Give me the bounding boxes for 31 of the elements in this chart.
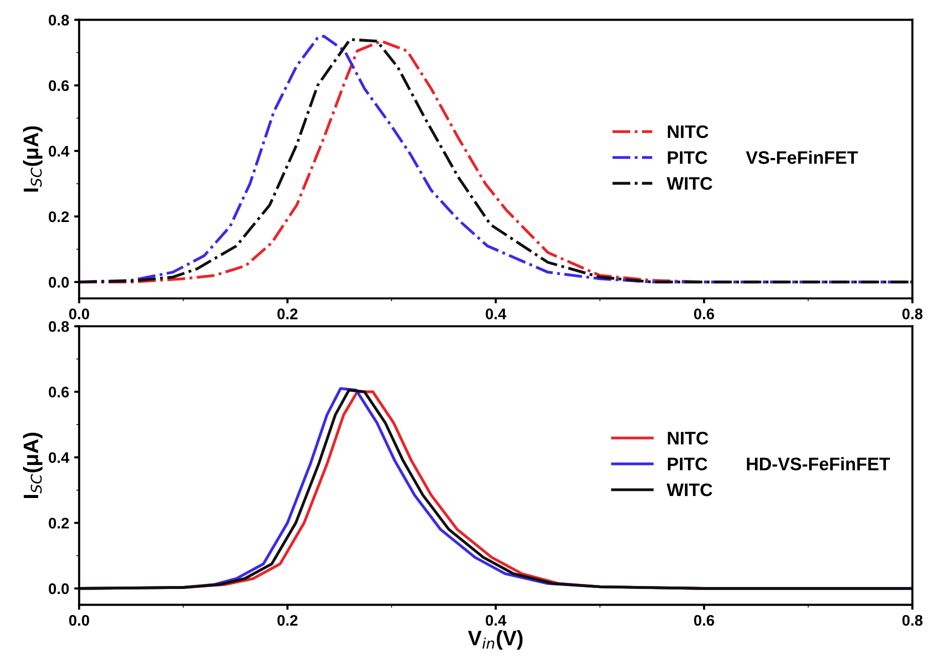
x-tick-label: 0.6: [694, 308, 714, 320]
y-tick-label: 0.4: [48, 146, 70, 157]
legend-label: WITC: [666, 483, 712, 496]
y-tick-label: 0.8: [48, 321, 69, 332]
y-tick-label: 0.8: [48, 14, 69, 26]
annotation: VS-FeFinFET: [746, 150, 858, 164]
x-tick-label: 0.0: [69, 614, 90, 626]
x-tick-label: 0.2: [277, 308, 298, 320]
y-tick-label: 0.2: [48, 211, 69, 222]
y-tick-label: 0.6: [48, 80, 69, 92]
legend-label: PITC: [668, 458, 708, 470]
legend-label: WITC: [666, 177, 712, 190]
x-tick-label: 0.4: [486, 614, 506, 626]
x-tick-label: 0.8: [902, 614, 923, 626]
x-tick-label: 0.6: [694, 614, 714, 626]
x-tick-label: 0.4: [486, 308, 506, 320]
y-tick-label: 0.2: [48, 518, 69, 529]
y-tick-label: 0.0: [48, 583, 69, 594]
y-tick-label: 0.0: [48, 276, 69, 288]
x-axis-title: V$_{in}$(V): [468, 630, 523, 650]
annotation: HD-VS-FeFinFET: [746, 457, 890, 470]
x-tick-label: 0.2: [277, 614, 298, 626]
y-axis-title: I$_{SC}$(μA): [23, 432, 42, 498]
y-axis-title: I$_{SC}$(μA): [23, 126, 42, 192]
legend-label: NITC: [668, 432, 708, 445]
legend-label: NITC: [668, 125, 708, 138]
x-tick-label: 0.8: [902, 308, 923, 320]
x-tick-label: 0.0: [69, 308, 90, 320]
legend-label: PITC: [668, 151, 708, 164]
y-tick-label: 0.4: [48, 452, 70, 464]
y-tick-label: 0.6: [48, 386, 69, 398]
